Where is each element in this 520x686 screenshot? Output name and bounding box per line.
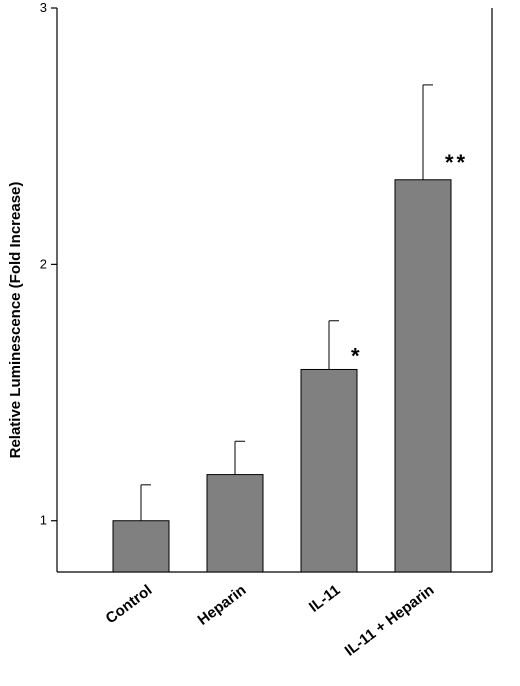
category-label: Control (103, 582, 156, 628)
y-axis-title: Relative Luminescence (Fold Increase) (7, 182, 24, 459)
significance-marker: * (351, 343, 363, 368)
bar-heparin (206, 474, 264, 573)
category-label: IL-11 (306, 582, 344, 616)
significance-marker: ** (445, 150, 468, 175)
y-tick-label: 2 (40, 256, 47, 271)
bar-il-11 (300, 368, 358, 573)
bar-control (112, 520, 170, 573)
y-tick-label: 1 (40, 513, 47, 528)
y-tick-label: 3 (40, 0, 47, 15)
category-label: Heparin (195, 582, 250, 629)
category-label: IL-11 + Heparin (342, 582, 438, 660)
bar-il-11-heparin (394, 179, 452, 573)
